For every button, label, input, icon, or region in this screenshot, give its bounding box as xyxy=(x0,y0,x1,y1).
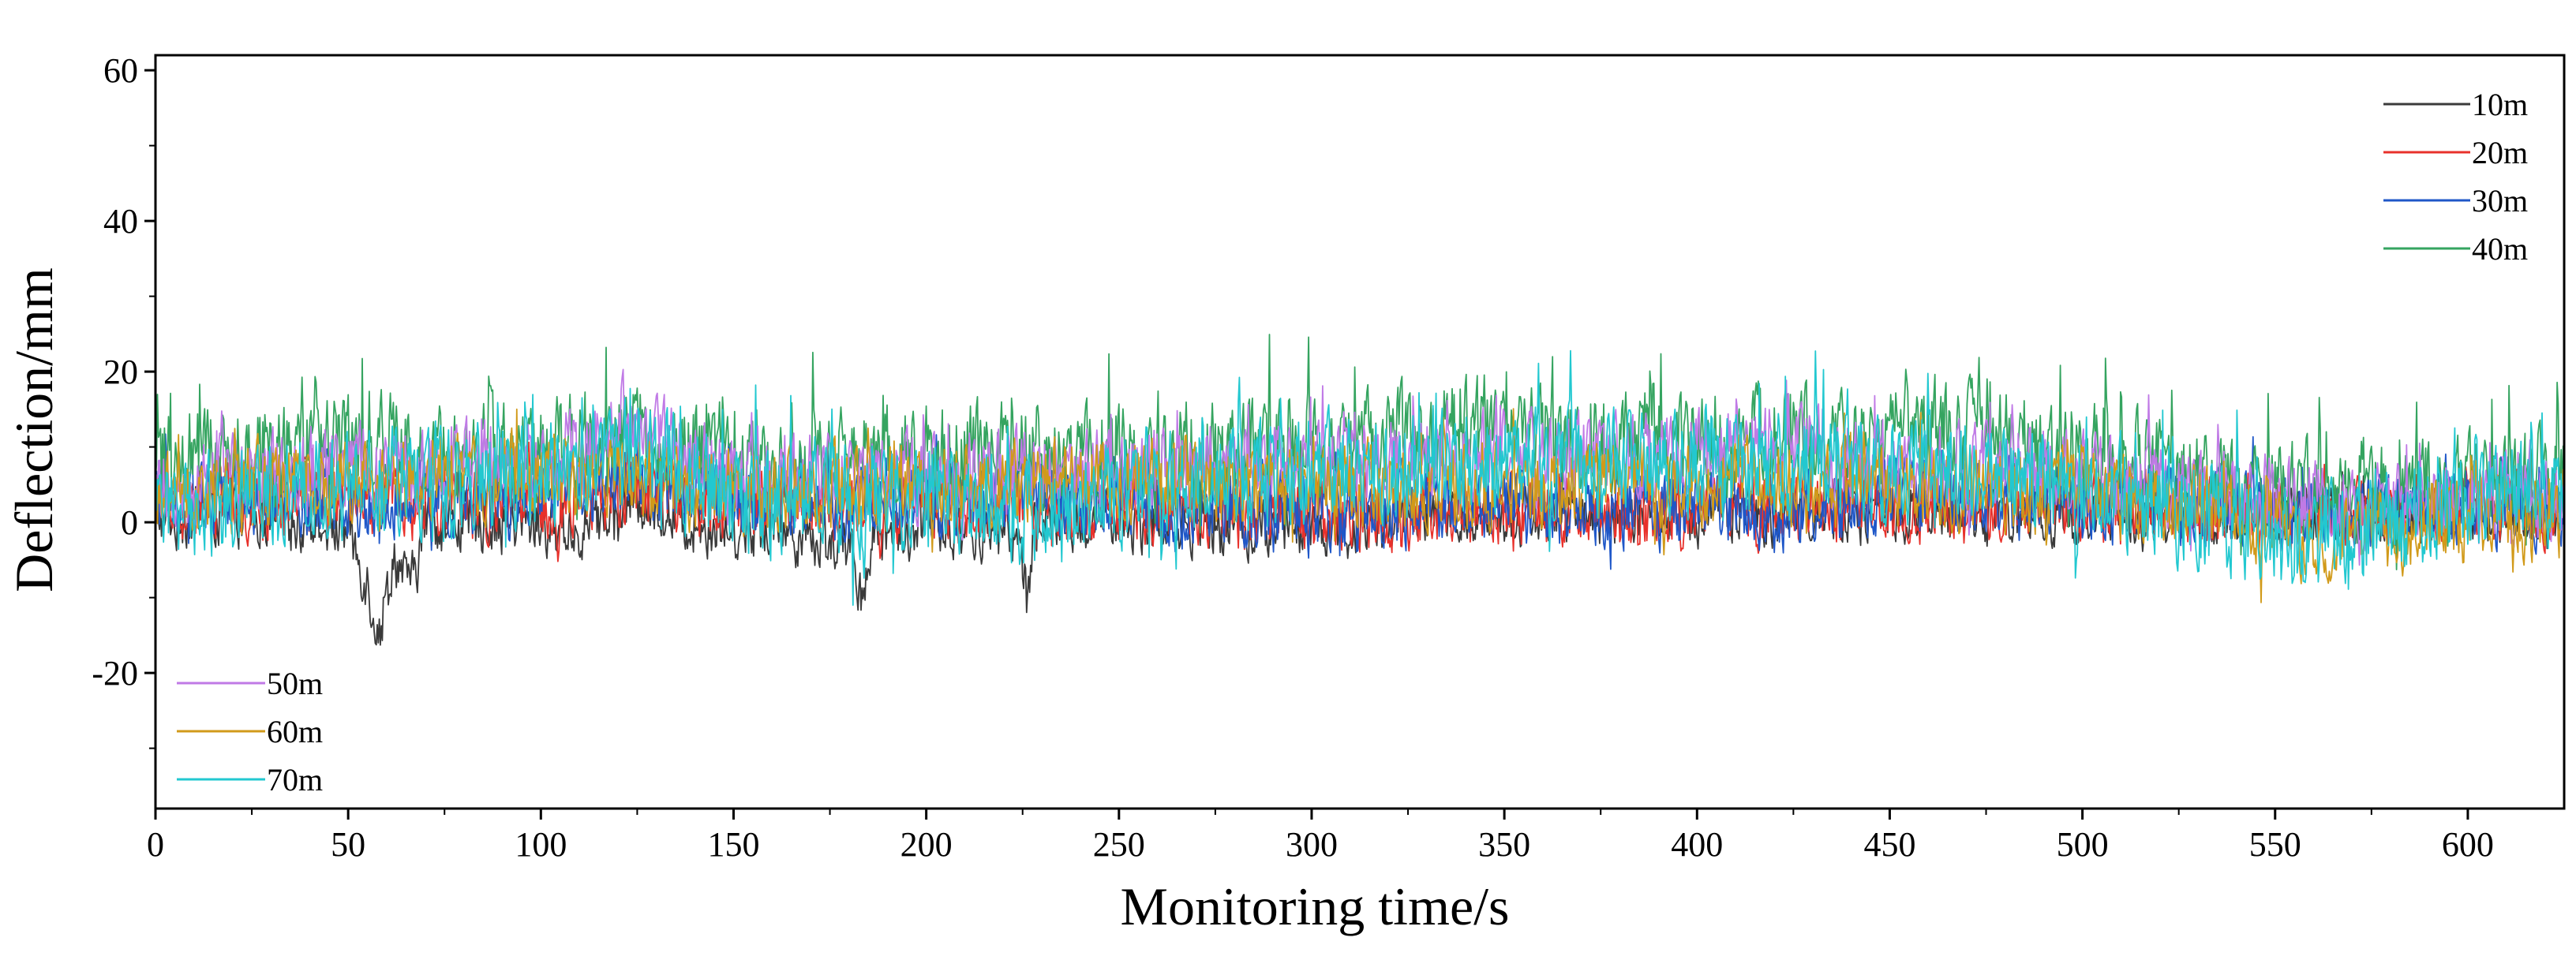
legend-label-40m: 40m xyxy=(2472,231,2528,267)
x-tick-label: 50 xyxy=(331,825,365,864)
y-tick-label: 0 xyxy=(121,503,138,542)
x-tick-label: 250 xyxy=(1093,825,1145,864)
x-tick-label: 450 xyxy=(1863,825,1915,864)
x-axis-title: Monitoring time/s xyxy=(1121,876,1510,936)
series-layer xyxy=(155,334,2565,646)
legend-label-30m: 30m xyxy=(2472,183,2528,219)
legend-top-right: 10m 20m 30m 40m xyxy=(2383,87,2528,267)
legend-label-20m: 20m xyxy=(2472,135,2528,170)
series-line-70m xyxy=(155,349,2565,606)
plot-frame xyxy=(154,54,2566,810)
legend-label-10m: 10m xyxy=(2472,87,2528,122)
x-tick-label: 600 xyxy=(2442,825,2494,864)
series-line-60m xyxy=(155,408,2565,603)
legend: 10m 20m 30m 40m 50m 60m 70m xyxy=(177,87,2528,798)
y-tick-label: -20 xyxy=(92,654,138,693)
x-tick-label: 150 xyxy=(707,825,759,864)
legend-label-70m: 70m xyxy=(267,762,323,798)
legend-bottom-left: 50m 60m 70m xyxy=(177,666,323,798)
axis-ticks: 0 50 100 150 200 250 300 350 400 450 500 550 600 -20 0… xyxy=(92,51,2494,864)
x-tick-label: 550 xyxy=(2249,825,2301,864)
x-tick-label: 0 xyxy=(147,825,164,864)
x-tick-label: 350 xyxy=(1478,825,1530,864)
legend-label-60m: 60m xyxy=(267,714,323,749)
legend-label-50m: 50m xyxy=(267,666,323,701)
y-tick-label: 60 xyxy=(103,51,138,90)
x-tick-label: 500 xyxy=(2057,825,2109,864)
y-axis-title: Deflection/mm xyxy=(4,267,64,592)
y-tick-label: 40 xyxy=(103,202,138,241)
x-tick-label: 100 xyxy=(515,825,567,864)
x-tick-label: 400 xyxy=(1671,825,1723,864)
x-tick-label: 300 xyxy=(1286,825,1338,864)
y-tick-label: 20 xyxy=(103,353,138,391)
x-tick-label: 200 xyxy=(900,825,953,864)
